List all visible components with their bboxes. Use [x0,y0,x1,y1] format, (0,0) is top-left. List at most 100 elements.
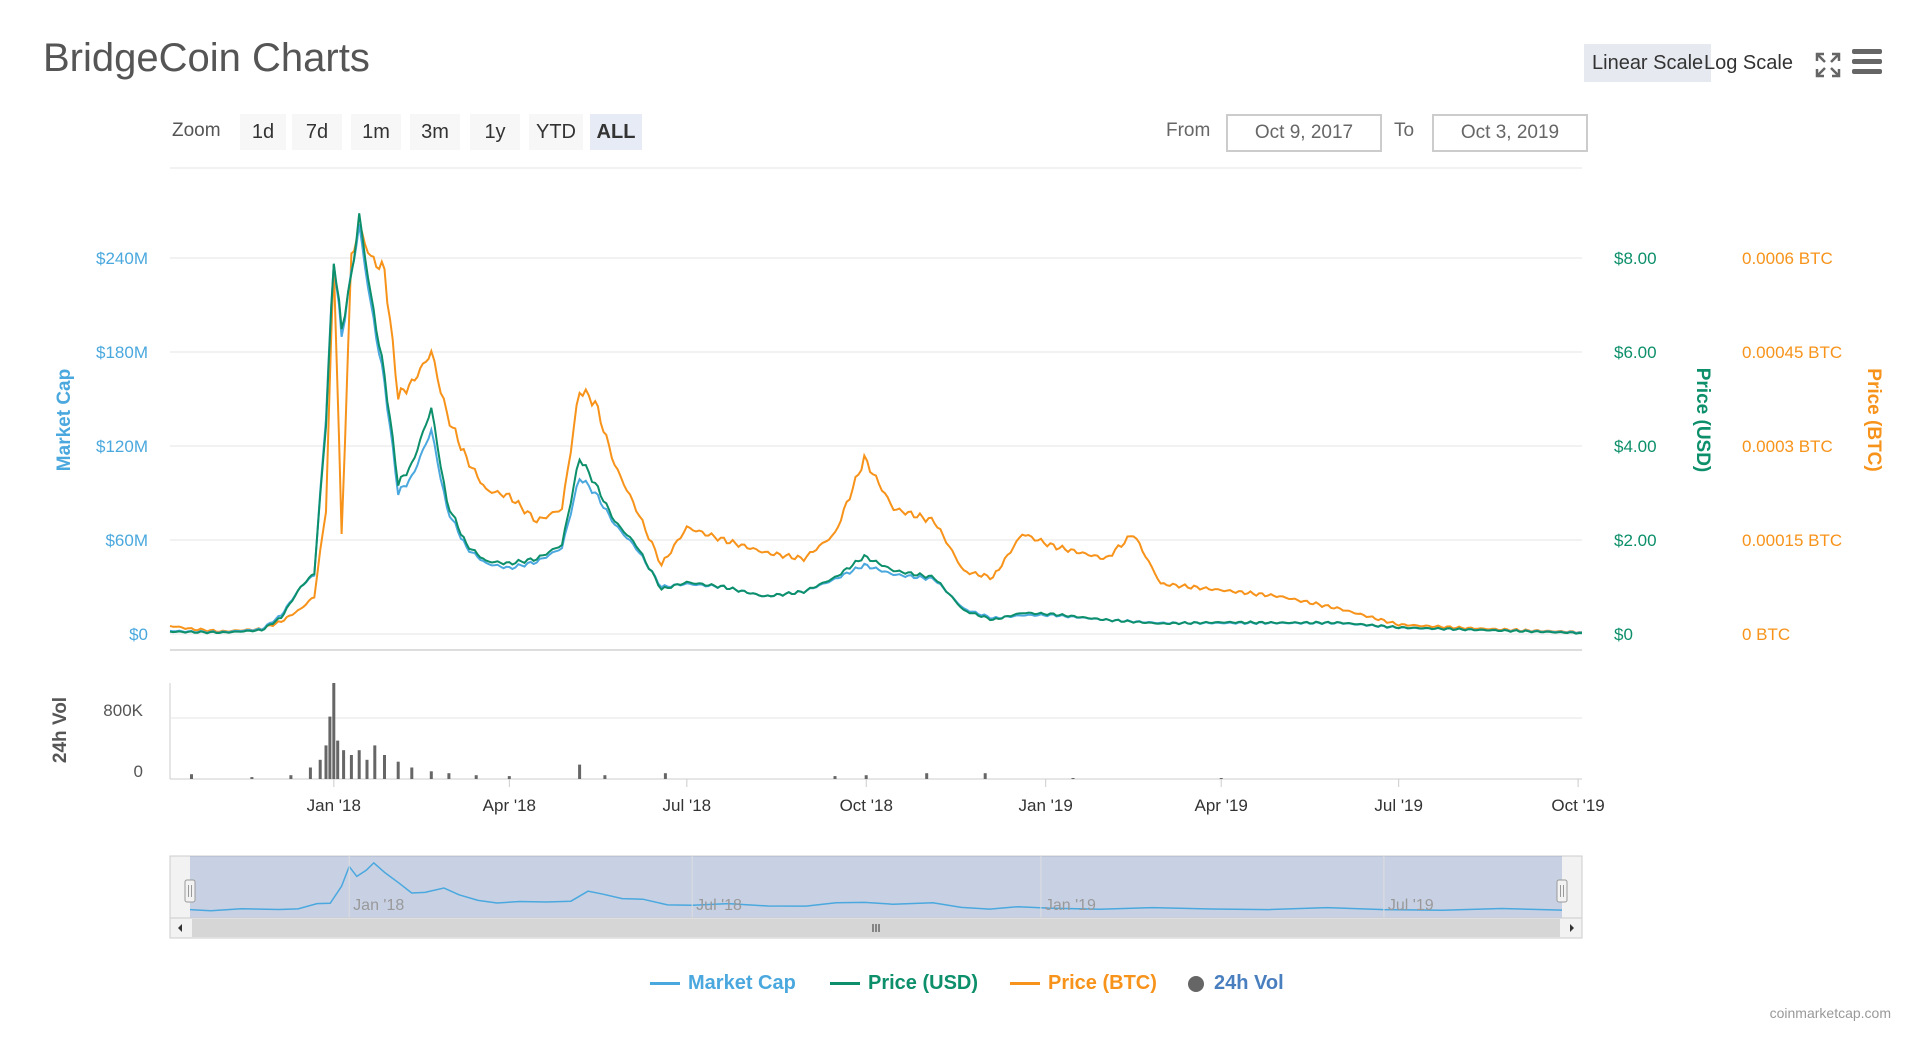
volume-bar [318,759,322,779]
volume-tick-label: 0 [134,762,143,781]
legend-label: Market Cap [688,972,796,994]
volume-bar [507,776,511,779]
legend-label: Price (BTC) [1048,972,1157,994]
fullscreen-icon[interactable] [1815,52,1841,78]
zoom-label: Zoom [172,120,221,141]
navigator-tick-label: Jul '19 [1388,897,1434,914]
market-cap-axis-title: Market Cap [54,369,75,471]
price-usd-tick-label: $6.00 [1614,343,1657,362]
price-usd-tick-label: $2.00 [1614,531,1657,550]
x-tick-label: Jan '19 [1019,796,1073,815]
x-tick-label: Jan '18 [307,796,361,815]
zoom-button-all[interactable]: ALL [590,114,642,150]
volume-bar [925,773,929,779]
zoom-button-7d[interactable]: 7d [292,114,342,150]
price-btc-tick-label: 0.00045 BTC [1742,343,1842,362]
volume-bar [663,773,667,779]
legend-line-swatch [1010,982,1040,986]
market-cap-tick-label: $0 [129,625,148,644]
volume-bar [373,745,377,779]
volume-bar [383,755,386,779]
zoom-button-3m[interactable]: 3m [410,114,460,150]
volume-bar [332,683,336,779]
zoom-button-ytd[interactable]: YTD [529,114,583,150]
legend-price-usd[interactable]: Price (USD) [830,972,978,995]
volume-bar [1071,778,1075,779]
scroll-right-arrow-icon[interactable] [1570,924,1574,932]
market-cap-tick-label: $240M [96,249,148,268]
price-usd-line [169,213,1583,635]
navigator-tick-label: Jan '18 [353,897,404,914]
volume-bar [833,776,837,779]
volume-bar [328,716,332,779]
price-btc-tick-label: 0.00015 BTC [1742,531,1842,550]
zoom-button-1y[interactable]: 1y [470,114,520,150]
price-btc-tick-label: 0.0006 BTC [1742,249,1833,268]
volume-bar [190,774,193,779]
scroll-left-arrow-icon[interactable] [178,924,182,932]
volume-bar [1219,778,1223,779]
zoom-button-1m[interactable]: 1m [351,114,401,150]
x-tick-label: Apr '19 [1195,796,1248,815]
price-btc-line [169,223,1582,635]
x-tick-label: Jul '18 [663,796,712,815]
volume-bar [289,775,293,779]
legend-line-swatch [650,982,680,986]
volume-bar [357,750,361,779]
hamburger-menu-icon[interactable] [1852,49,1882,77]
price-usd-tick-label: $8.00 [1614,249,1657,268]
navigator-tick-label: Jan '19 [1045,897,1096,914]
volume-tick-label: 800K [103,701,143,720]
volume-bar [250,777,254,779]
volume-bar [324,745,328,779]
page-title: BridgeCoin Charts [43,36,370,80]
volume-bar [429,771,433,779]
zoom-button-1d[interactable]: 1d [240,114,286,150]
volume-bar [983,773,987,779]
market-cap-line [169,224,1582,635]
volume-bar [603,775,607,779]
credits-link[interactable]: coinmarketcap.com [1769,1005,1891,1021]
price-usd-axis-title: Price (USD) [1692,368,1713,473]
price-btc-tick-label: 0.0003 BTC [1742,437,1833,456]
range-from-label: From [1166,120,1211,141]
market-cap-tick-label: $60M [105,531,148,550]
legend-line-swatch [830,982,860,986]
legend-dot-swatch [1188,975,1204,992]
volume-bar [349,755,353,779]
market-cap-tick-label: $180M [96,343,148,362]
volume-bar [447,773,451,779]
x-tick-label: Oct '18 [840,796,893,815]
range-to-label: To [1394,120,1415,141]
market-cap-tick-label: $120M [96,437,148,456]
volume-bar [308,767,312,779]
navigator-right-handle[interactable] [1556,879,1568,903]
range-from-input[interactable]: Oct 9, 2017 [1226,114,1382,152]
legend-label: 24h Vol [1214,972,1284,994]
legend-24h-vol[interactable]: 24h Vol [1188,972,1284,995]
linear-scale-button[interactable]: Linear Scale [1584,44,1712,82]
x-tick-label: Apr '18 [483,796,536,815]
price-usd-tick-label: $0 [1614,625,1633,644]
navigator-tick-label: Jul '18 [696,897,742,914]
volume-bar [578,764,582,779]
volume-bar [396,761,400,779]
volume-bar [864,775,868,779]
legend-label: Price (USD) [868,972,979,994]
volume-bar [342,750,346,779]
price-usd-tick-label: $4.00 [1614,437,1657,456]
volume-bar [336,740,340,779]
price-btc-axis-title: Price (BTC) [1863,368,1884,471]
legend-price-btc[interactable]: Price (BTC) [1010,972,1157,995]
navigator-left-handle[interactable] [184,879,196,903]
volume-bar [474,775,478,779]
log-scale-button[interactable]: Log Scale [1704,52,1793,74]
volume-bar [410,767,414,779]
x-tick-label: Oct '19 [1551,796,1604,815]
volume-axis-title: 24h Vol [50,697,71,763]
range-to-input[interactable]: Oct 3, 2019 [1432,114,1588,152]
legend-market-cap[interactable]: Market Cap [650,972,796,995]
price-btc-tick-label: 0 BTC [1742,625,1790,644]
x-tick-label: Jul '19 [1374,796,1423,815]
